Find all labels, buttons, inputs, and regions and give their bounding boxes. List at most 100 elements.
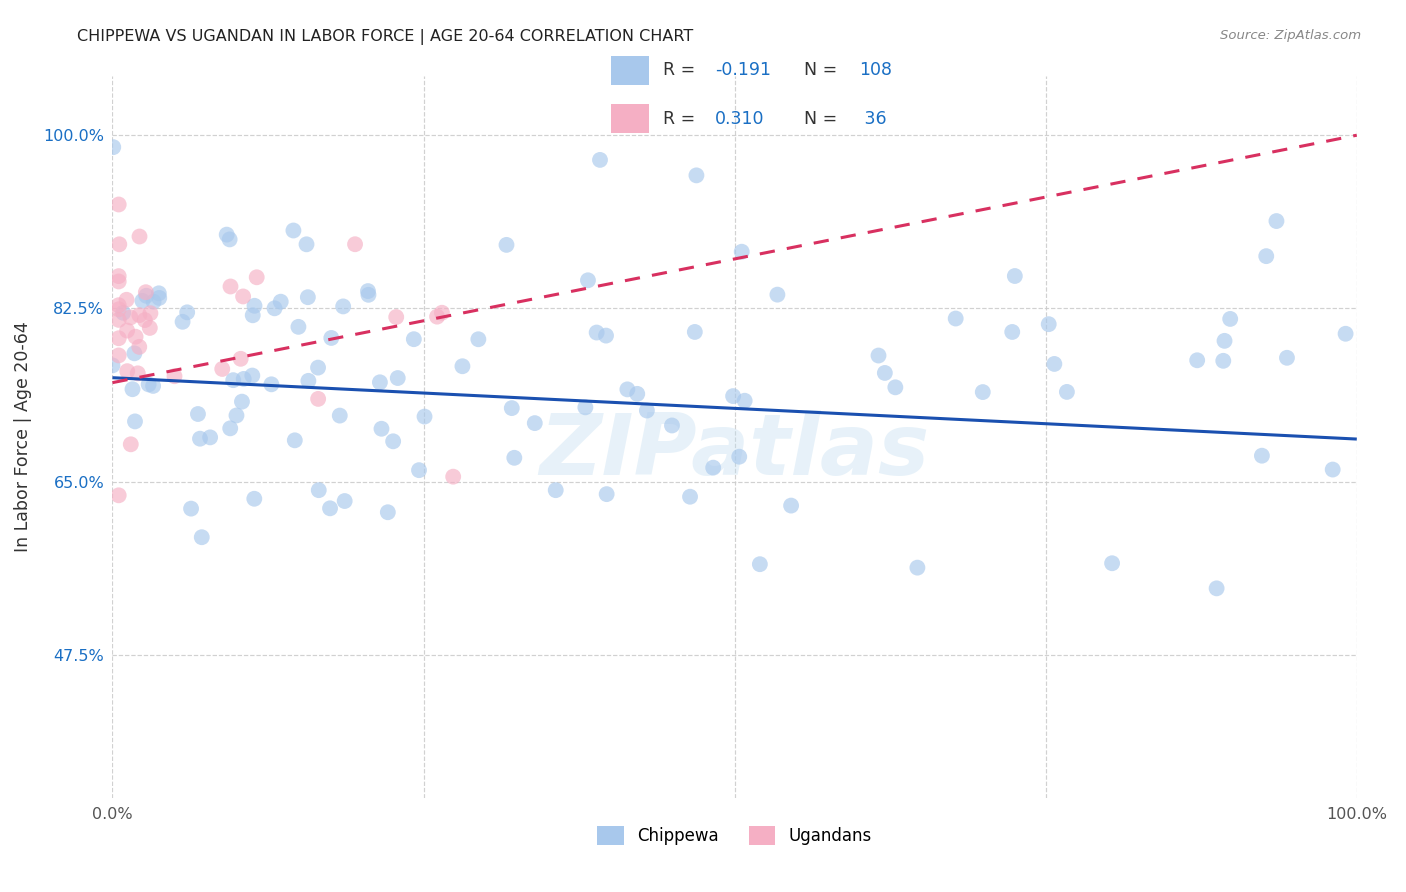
Point <box>1334 326 1357 341</box>
Point <box>441 469 464 483</box>
Point <box>595 328 617 343</box>
Point <box>297 374 319 388</box>
Point <box>101 359 124 373</box>
Point <box>495 238 517 252</box>
Point <box>731 244 754 259</box>
Point <box>107 275 129 289</box>
Point <box>370 422 392 436</box>
Point <box>297 290 319 304</box>
Point <box>307 360 329 375</box>
Point <box>139 306 162 320</box>
Point <box>243 491 266 506</box>
Text: CHIPPEWA VS UGANDAN IN LABOR FORCE | AGE 20-64 CORRELATION CHART: CHIPPEWA VS UGANDAN IN LABOR FORCE | AGE… <box>77 29 693 45</box>
Point <box>225 409 247 423</box>
Point <box>148 286 170 301</box>
Point <box>198 430 221 444</box>
Point <box>180 501 202 516</box>
Text: 36: 36 <box>859 110 887 128</box>
Text: 0.310: 0.310 <box>714 110 765 128</box>
Point <box>120 437 142 451</box>
Point <box>124 329 146 343</box>
Point <box>108 237 131 252</box>
Text: R =: R = <box>664 62 700 79</box>
Point <box>131 293 153 308</box>
Point <box>382 434 405 449</box>
Point <box>873 366 896 380</box>
Point <box>626 387 648 401</box>
Point <box>142 294 165 309</box>
Point <box>728 450 751 464</box>
Point <box>501 401 523 416</box>
Point <box>135 285 157 300</box>
Point <box>128 340 150 354</box>
Point <box>1322 462 1344 476</box>
Point <box>585 326 607 340</box>
Point <box>232 289 254 303</box>
Bar <box>612 56 650 85</box>
Point <box>246 270 269 285</box>
Point <box>124 414 146 428</box>
Point <box>187 407 209 421</box>
Point <box>589 153 612 167</box>
Point <box>329 409 352 423</box>
Point <box>107 331 129 345</box>
Point <box>103 140 125 154</box>
Text: 108: 108 <box>859 62 893 79</box>
Point <box>107 313 129 327</box>
Point <box>503 450 526 465</box>
Point <box>544 483 567 498</box>
Point <box>128 308 150 322</box>
Point <box>636 403 658 417</box>
Point <box>685 169 707 183</box>
Text: Source: ZipAtlas.com: Source: ZipAtlas.com <box>1220 29 1361 42</box>
Point <box>868 349 890 363</box>
Point <box>780 499 803 513</box>
Point <box>219 279 242 293</box>
Point <box>1251 449 1274 463</box>
Point <box>115 324 138 338</box>
Point <box>176 305 198 319</box>
Point <box>1185 353 1208 368</box>
Point <box>576 273 599 287</box>
Point <box>284 434 307 448</box>
Point <box>127 367 149 381</box>
Point <box>574 401 596 415</box>
Point <box>721 389 744 403</box>
Point <box>283 223 305 237</box>
Point <box>243 299 266 313</box>
Point <box>242 308 264 322</box>
Point <box>287 319 309 334</box>
Point <box>702 460 724 475</box>
Point <box>766 287 789 301</box>
Point <box>377 505 399 519</box>
Point <box>402 332 425 346</box>
Point <box>368 376 391 390</box>
Text: R =: R = <box>664 110 700 128</box>
Text: ZIPatlas: ZIPatlas <box>540 410 929 493</box>
Point <box>1213 334 1236 348</box>
Point <box>307 392 329 406</box>
Point <box>107 298 129 312</box>
Point <box>134 313 156 327</box>
Point <box>748 558 770 572</box>
Point <box>142 379 165 393</box>
Point <box>1265 214 1288 228</box>
Legend: Chippewa, Ugandans: Chippewa, Ugandans <box>591 819 879 852</box>
Point <box>308 483 330 498</box>
Text: N =: N = <box>804 62 844 79</box>
Point <box>128 229 150 244</box>
Point <box>319 501 342 516</box>
Y-axis label: In Labor Force | Age 20-64: In Labor Force | Age 20-64 <box>14 322 32 552</box>
Point <box>231 394 253 409</box>
Point <box>222 373 245 387</box>
Point <box>344 237 367 252</box>
Text: N =: N = <box>804 110 844 128</box>
Point <box>1212 353 1234 368</box>
Point <box>945 311 967 326</box>
Point <box>1101 556 1123 570</box>
Point <box>430 306 453 320</box>
Point <box>451 359 474 374</box>
Point <box>148 291 170 305</box>
Point <box>120 310 142 325</box>
Point <box>467 332 489 346</box>
